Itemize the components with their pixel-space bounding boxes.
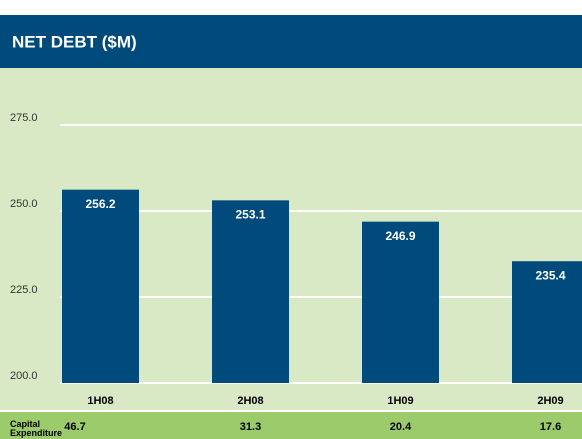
table-value: 46.7 xyxy=(64,421,85,433)
table-value: 17.6 xyxy=(540,421,561,433)
x-tick-label: 1H09 xyxy=(387,395,413,407)
chart-title: NET DEBT ($M) xyxy=(12,32,137,51)
table-row-label: Capital Expenditure xyxy=(10,419,63,438)
y-tick-label: 225.0 xyxy=(10,284,38,296)
bar xyxy=(62,189,139,383)
x-tick-label: 2H09 xyxy=(537,395,563,407)
bar xyxy=(512,261,582,383)
bar xyxy=(362,221,439,383)
data-label: 256.2 xyxy=(85,197,115,211)
y-tick-label: 275.0 xyxy=(10,112,38,124)
table-value: 20.4 xyxy=(390,421,412,433)
table-band xyxy=(0,412,582,439)
bar xyxy=(212,200,289,383)
x-tick-label: 1H08 xyxy=(87,395,113,407)
header-band xyxy=(0,15,582,68)
data-label: 246.9 xyxy=(385,229,415,243)
data-label: 253.1 xyxy=(235,208,265,222)
y-tick-label: 250.0 xyxy=(10,198,38,210)
x-tick-label: 2H08 xyxy=(237,395,263,407)
table-value: 31.3 xyxy=(240,421,261,433)
data-label: 235.4 xyxy=(535,268,565,282)
y-tick-label: 200.0 xyxy=(10,370,38,382)
